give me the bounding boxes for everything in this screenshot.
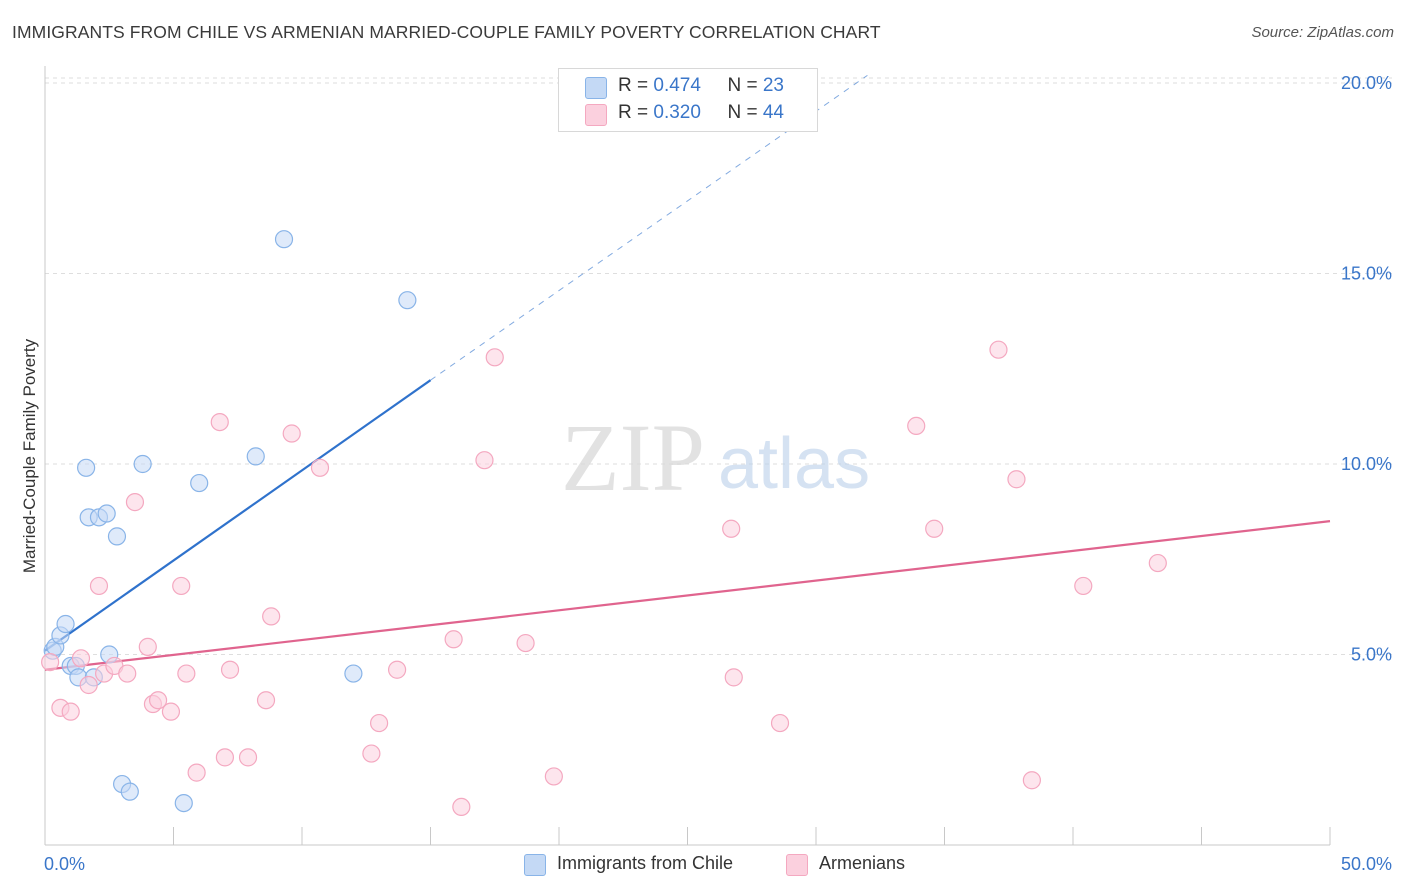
- point-armenians: [238, 748, 258, 767]
- point-armenians: [544, 767, 563, 786]
- n-label: N =: [727, 102, 763, 123]
- correlation-legend: R = 0.474 N = 23 R = 0.320 N = 44: [558, 68, 818, 132]
- point-armenians: [362, 744, 381, 763]
- y-tick-label: 20.0%: [1341, 73, 1392, 93]
- point-armenians: [310, 458, 330, 477]
- point-armenians: [161, 702, 181, 721]
- point-chile: [120, 782, 139, 801]
- point-armenians: [925, 519, 944, 538]
- point-armenians: [210, 412, 229, 432]
- point-armenians: [220, 660, 240, 679]
- point-armenians: [452, 797, 471, 817]
- point-chile: [246, 447, 265, 466]
- series-legend: Immigrants from Chile Armenians: [0, 852, 1406, 878]
- gridlines: [45, 77, 1392, 655]
- axes: [44, 66, 1331, 846]
- point-armenians: [148, 691, 168, 710]
- n-value: 44: [762, 102, 784, 123]
- point-chile: [97, 504, 116, 523]
- data-points: [41, 230, 1167, 817]
- r-label: R =: [618, 75, 654, 96]
- trend-line-armenians: [44, 520, 1331, 671]
- point-armenians: [475, 451, 494, 470]
- point-armenians: [71, 649, 91, 668]
- point-chile: [344, 664, 363, 683]
- y-tick-label: 10.0%: [1341, 454, 1392, 474]
- trend-line-chile-extension: [430, 74, 868, 381]
- point-armenians: [1148, 553, 1167, 573]
- legend-label-chile: Immigrants from Chile: [557, 853, 734, 873]
- point-armenians: [138, 637, 157, 656]
- r-value: 0.474: [653, 75, 701, 96]
- point-chile: [107, 527, 127, 546]
- point-chile: [174, 793, 193, 813]
- point-armenians: [177, 664, 196, 683]
- point-armenians: [187, 763, 206, 782]
- point-armenians: [215, 748, 234, 767]
- point-armenians: [118, 664, 137, 683]
- point-armenians: [262, 607, 281, 626]
- point-armenians: [770, 713, 790, 733]
- trend-line-chile: [44, 379, 432, 652]
- point-chile: [190, 473, 209, 493]
- legend-label-armenians: Armenians: [819, 853, 906, 873]
- point-armenians: [516, 633, 535, 653]
- trend-lines: [44, 74, 1331, 671]
- point-armenians: [172, 576, 191, 596]
- point-chile: [133, 454, 152, 474]
- point-armenians: [724, 668, 743, 687]
- point-armenians: [1007, 470, 1026, 489]
- point-armenians: [387, 660, 407, 679]
- source-label: Source: ZipAtlas.com: [1251, 24, 1394, 41]
- point-armenians: [41, 653, 60, 672]
- x-tick-label: 50.0%: [1341, 854, 1392, 874]
- point-armenians: [444, 630, 463, 649]
- n-value: 23: [762, 75, 784, 96]
- point-armenians: [256, 691, 276, 710]
- point-armenians: [485, 348, 504, 367]
- point-armenians: [282, 424, 301, 443]
- point-chile: [56, 614, 75, 634]
- tick-labels: 5.0% 10.0% 15.0% 20.0% 0.0% 50.0%: [44, 73, 1392, 874]
- legend-swatch-armenians: [585, 104, 607, 126]
- r-value: 0.320: [653, 102, 701, 123]
- watermark-zip: ZIP: [561, 404, 705, 511]
- point-armenians: [1074, 576, 1093, 596]
- point-armenians: [61, 702, 80, 721]
- point-armenians: [370, 713, 389, 733]
- point-armenians: [989, 340, 1008, 359]
- y-axis-title: Married-Couple Family Poverty: [20, 338, 39, 574]
- watermark-atlas: atlas: [718, 424, 870, 504]
- y-tick-label: 15.0%: [1341, 264, 1392, 284]
- point-armenians: [907, 416, 926, 435]
- x-tick-label: 0.0%: [44, 854, 85, 874]
- point-armenians: [125, 493, 145, 512]
- chart-title: IMMIGRANTS FROM CHILE VS ARMENIAN MARRIE…: [12, 22, 881, 42]
- legend-swatch-armenians: [786, 854, 808, 876]
- point-armenians: [1022, 771, 1041, 790]
- point-armenians: [89, 576, 109, 596]
- point-armenians: [722, 519, 741, 538]
- point-chile: [398, 291, 417, 310]
- watermark: ZIP atlas: [561, 404, 870, 511]
- point-chile: [274, 230, 294, 249]
- n-label: N =: [727, 75, 763, 96]
- point-armenians: [79, 675, 98, 695]
- point-chile: [77, 458, 96, 477]
- r-label: R =: [618, 102, 654, 123]
- legend-swatch-chile: [524, 854, 546, 876]
- y-tick-label: 5.0%: [1351, 645, 1392, 665]
- legend-swatch-chile: [585, 77, 607, 99]
